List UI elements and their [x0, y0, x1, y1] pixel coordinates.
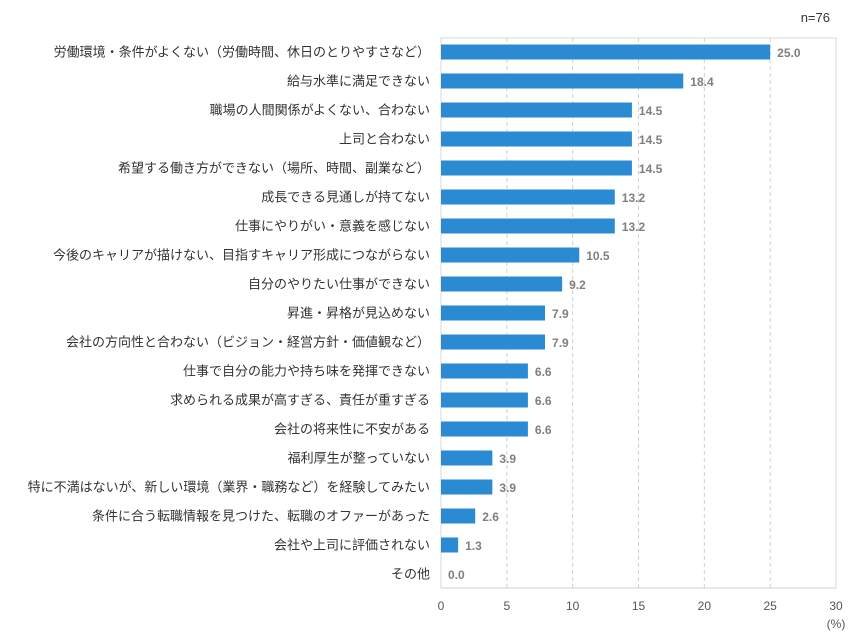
bar	[441, 305, 546, 321]
data-label: 6.6	[535, 365, 552, 379]
category-label: 会社の方向性と合わない（ビジョン・経営方針・価値観など）	[66, 335, 430, 350]
bar	[441, 363, 528, 379]
bar	[441, 44, 771, 60]
category-label: 会社の将来性に不安がある	[274, 422, 430, 437]
category-label: 仕事にやりがい・意義を感じない	[235, 219, 430, 234]
data-label: 13.2	[622, 191, 646, 205]
category-label: 労働環境・条件がよくない（労働時間、休日のとりやすさなど）	[54, 45, 430, 60]
category-label: 自分のやりたい仕事ができない	[248, 277, 430, 292]
category-label: 成長できる見通しが持てない	[261, 190, 430, 205]
category-label: 求められる成果が高すぎる、責任が重すぎる	[170, 393, 430, 408]
bar	[441, 131, 632, 147]
category-label: 上司と合わない	[339, 132, 430, 147]
category-label: 今後のキャリアが描けない、目指すキャリア形成につながらない	[53, 248, 430, 263]
bar	[441, 218, 615, 234]
x-tick-label: 5	[503, 599, 510, 613]
data-label: 0.0	[448, 568, 465, 582]
bar	[441, 479, 493, 495]
bar	[441, 421, 528, 437]
bar	[441, 392, 528, 408]
data-label: 7.9	[552, 307, 569, 321]
x-tick-label: 15	[632, 599, 646, 613]
x-tick-label: 0	[438, 599, 445, 613]
x-tick-label: 10	[566, 599, 580, 613]
data-label: 3.9	[499, 452, 516, 466]
category-label: その他	[391, 567, 430, 582]
data-label: 14.5	[639, 133, 663, 147]
bar	[441, 334, 546, 350]
category-label: 昇進・昇格が見込めない	[287, 306, 430, 321]
category-label: 給与水準に満足できない	[287, 74, 430, 89]
x-tick-label: 30	[829, 599, 843, 613]
bar	[441, 102, 632, 118]
data-label: 18.4	[690, 75, 714, 89]
bar	[441, 537, 459, 553]
data-label: 7.9	[552, 336, 569, 350]
data-label: 13.2	[622, 220, 646, 234]
bar	[441, 450, 493, 466]
category-label: 希望する働き方ができない（場所、時間、副業など）	[118, 161, 430, 176]
bar	[441, 160, 632, 176]
data-label: 2.6	[482, 510, 499, 524]
bar	[441, 73, 684, 89]
category-label: 福利厚生が整っていない	[288, 451, 430, 466]
category-label: 条件に合う転職情報を見つけた、転職のオファーがあった	[92, 509, 430, 524]
bar	[441, 247, 580, 263]
category-label: 職場の人間関係がよくない、合わない	[210, 103, 430, 118]
category-label: 仕事で自分の能力や持ち味を発揮できない	[183, 364, 430, 379]
data-label: 6.6	[535, 423, 552, 437]
data-label: 14.5	[639, 162, 663, 176]
category-label: 会社や上司に評価されない	[274, 538, 430, 553]
bar	[441, 276, 563, 292]
data-label: 10.5	[586, 249, 610, 263]
x-tick-label: 20	[698, 599, 712, 613]
data-label: 6.6	[535, 394, 552, 408]
data-label: 9.2	[569, 278, 586, 292]
bar	[441, 189, 615, 205]
x-tick-label: 25	[763, 599, 777, 613]
data-label: 25.0	[777, 46, 801, 60]
data-label: 1.3	[465, 539, 482, 553]
data-label: 14.5	[639, 104, 663, 118]
sample-size-label: n=76	[800, 10, 830, 25]
bar	[441, 508, 476, 524]
category-label: 特に不満はないが、新しい環境（業界・職務など）を経験してみたい	[28, 480, 430, 495]
data-label: 3.9	[499, 481, 516, 495]
x-axis-label: (%)	[827, 617, 846, 631]
